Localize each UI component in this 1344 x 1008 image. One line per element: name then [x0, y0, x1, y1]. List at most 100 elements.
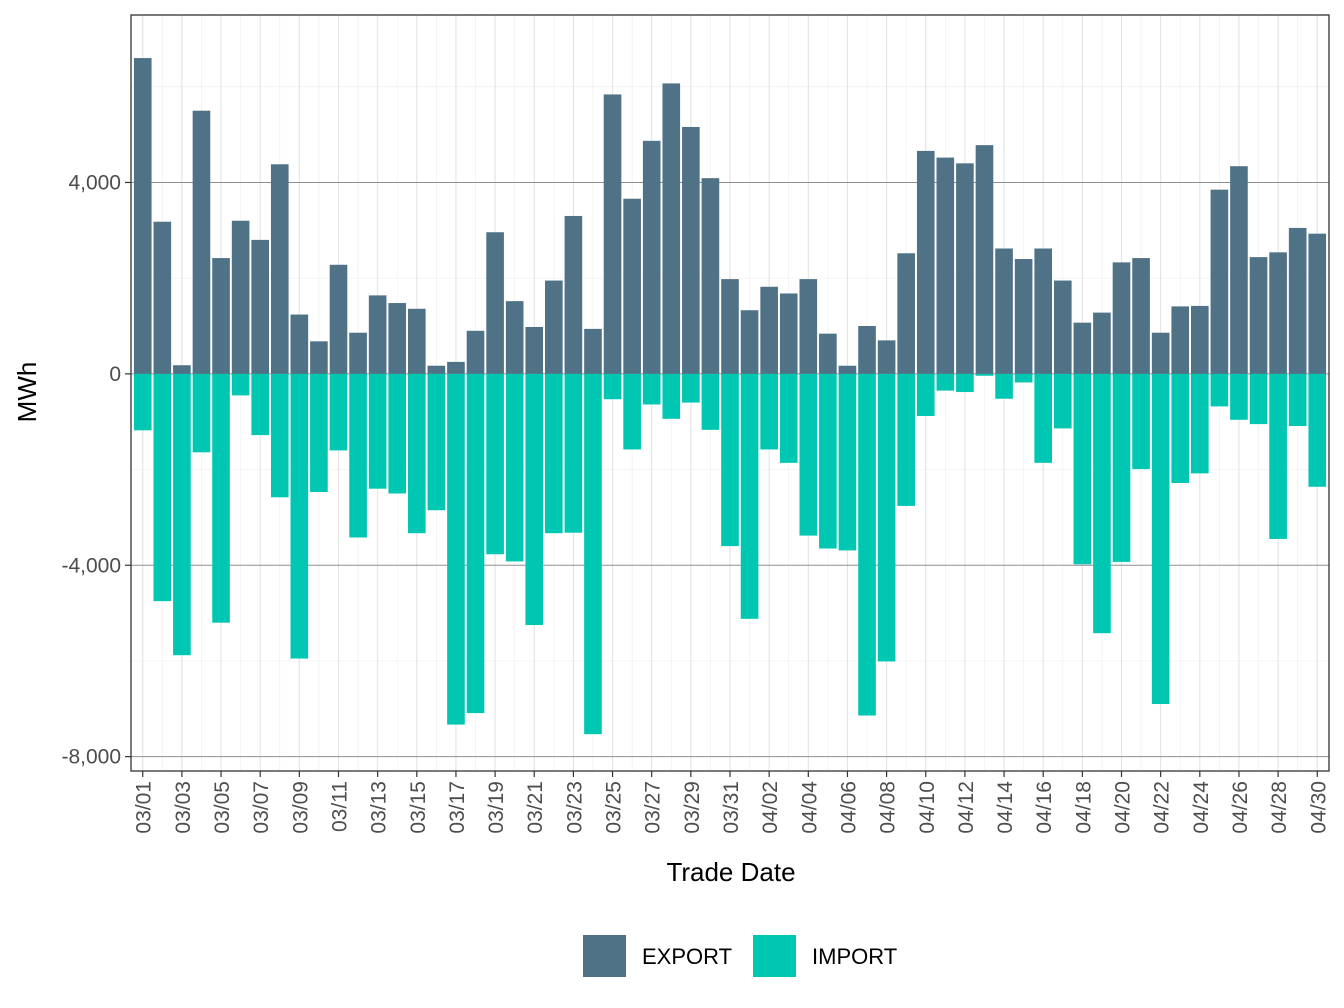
x-tick-label: 03/21 [524, 781, 547, 834]
bar-import [447, 373, 465, 725]
x-tick-label: 04/30 [1307, 781, 1330, 834]
bar-import [799, 373, 818, 536]
bar-export [1073, 322, 1092, 374]
bar-import [760, 373, 778, 450]
x-tick-label: 03/27 [642, 781, 665, 834]
bar-export [721, 279, 739, 374]
x-tick-label: 04/04 [798, 781, 821, 834]
bar-export [270, 164, 289, 374]
bar-export [1230, 166, 1248, 374]
bar-export [1093, 312, 1111, 374]
bar-import [877, 373, 896, 662]
bar-import [466, 373, 485, 714]
y-axis-title: MWh [12, 362, 42, 423]
x-tick-label: 03/17 [446, 781, 469, 834]
bar-export [936, 157, 955, 374]
bar-export [368, 295, 387, 374]
bar-export [290, 314, 309, 374]
bar-export [1288, 227, 1307, 374]
bar-import [212, 373, 230, 623]
bar-import [1112, 373, 1131, 562]
bar-export [1034, 248, 1053, 374]
bar-export [682, 126, 700, 374]
bar-export [799, 279, 818, 374]
x-tick-label: 04/24 [1190, 781, 1213, 834]
bar-import [682, 373, 700, 403]
bar-export [1210, 189, 1229, 374]
bar-export [623, 198, 641, 374]
bar-export [760, 286, 778, 374]
x-tick-label: 03/07 [250, 781, 273, 834]
bar-export [231, 220, 250, 374]
x-tick-label: 04/28 [1268, 781, 1291, 834]
bar-export [1053, 280, 1072, 374]
bar-export [897, 253, 915, 374]
y-tick-label: -8,000 [61, 746, 121, 769]
bar-import [623, 373, 641, 450]
bar-import [368, 373, 387, 489]
x-tick-label: 03/25 [603, 781, 626, 834]
x-tick-label: 04/12 [955, 781, 978, 834]
bar-import [329, 373, 348, 451]
bar-export [388, 303, 407, 374]
bar-import [584, 373, 602, 735]
bar-export [1171, 306, 1190, 374]
bar-export [662, 83, 681, 374]
bar-export [1132, 258, 1150, 374]
bar-import [897, 373, 915, 506]
bar-import [525, 373, 544, 626]
bar-import [349, 373, 367, 538]
bar-export [505, 301, 524, 374]
bar-export [525, 326, 544, 374]
bar-import [1093, 373, 1111, 634]
x-tick-label: 04/22 [1151, 781, 1174, 834]
bar-export [995, 248, 1013, 374]
bar-import [270, 373, 289, 498]
x-axis: 03/01 03/03 03/05 03/07 03/09 03/11 03/13 03/15… [133, 771, 1330, 834]
bar-export [1249, 257, 1268, 374]
bar-export [153, 221, 172, 374]
legend-label-export: EXPORT [642, 944, 732, 969]
bar-import [427, 373, 446, 511]
bar-import [1190, 373, 1209, 474]
bar-import [1034, 373, 1053, 463]
bar-import [995, 373, 1013, 399]
bar-export [466, 330, 485, 374]
x-tick-label: 03/15 [407, 781, 430, 834]
bar-export [1014, 259, 1033, 374]
bar-import [173, 373, 191, 656]
bar-import [290, 373, 309, 659]
bars-export [133, 58, 1327, 374]
bar-export [407, 308, 426, 374]
bar-export [329, 264, 348, 374]
bar-import [133, 373, 152, 431]
x-tick-label: 04/26 [1229, 781, 1252, 834]
bar-import [310, 373, 328, 493]
x-tick-label: 04/14 [994, 781, 1017, 834]
bar-import [1308, 373, 1327, 487]
bar-import [740, 373, 759, 619]
x-tick-label: 04/08 [877, 781, 900, 834]
legend-swatch-export [583, 935, 626, 977]
bar-import [1151, 373, 1170, 705]
bar-export [603, 94, 622, 374]
x-tick-label: 04/02 [759, 781, 782, 834]
x-tick-label: 03/31 [720, 781, 743, 834]
legend-label-import: IMPORT [812, 944, 897, 969]
x-tick-label: 04/18 [1072, 781, 1095, 834]
bar-import [642, 373, 661, 405]
bar-export [779, 293, 798, 374]
bar-export [838, 365, 857, 374]
bar-import [153, 373, 172, 602]
bar-export [212, 258, 230, 374]
bar-export [1190, 305, 1209, 374]
bar-export [251, 239, 270, 374]
bar-export [349, 332, 367, 374]
x-tick-label: 04/16 [1033, 781, 1056, 834]
x-tick-label: 03/29 [681, 781, 704, 834]
legend: EXPORT IMPORT [583, 935, 897, 977]
bar-export [819, 333, 837, 374]
y-axis: -8,000 -4,000 0 4,000 [61, 171, 131, 769]
x-tick-label: 03/11 [328, 781, 351, 832]
bar-import [388, 373, 407, 494]
